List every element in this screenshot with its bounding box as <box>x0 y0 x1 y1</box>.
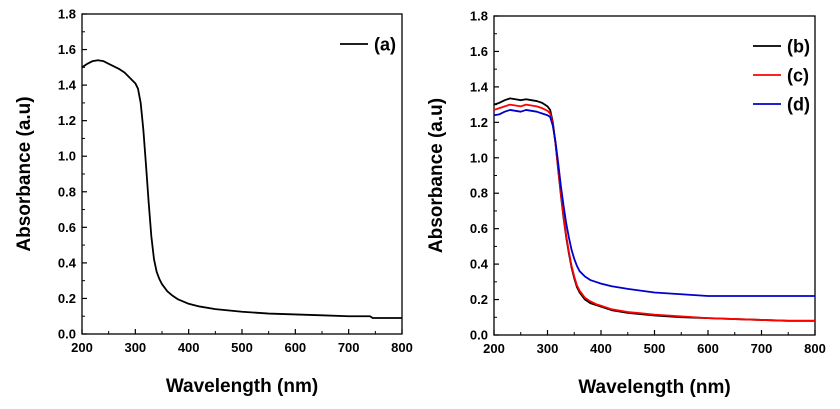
x-axis-title: Wavelength (nm) <box>166 376 318 397</box>
y-tick-label: 1.0 <box>58 149 76 164</box>
x-tick-label: 600 <box>697 341 719 356</box>
y-tick-label: 0.2 <box>58 291 76 306</box>
x-tick-label: 500 <box>231 340 253 355</box>
y-tick-label: 1.6 <box>470 44 488 59</box>
y-tick-label: 1.8 <box>58 7 76 22</box>
x-tick-label: 800 <box>804 341 826 356</box>
x-tick-label: 400 <box>178 340 200 355</box>
y-tick-label: 0.8 <box>58 184 76 199</box>
y-tick-label: 1.6 <box>58 42 76 57</box>
series-line-a <box>81 59 402 319</box>
x-tick-label: 200 <box>71 340 93 355</box>
x-axis: 200 300 400 500 600 700 800 <box>71 329 413 355</box>
y-tick-label: 0.0 <box>58 327 76 342</box>
y-tick-label: 1.0 <box>470 150 488 165</box>
y-tick-label: 0.4 <box>58 255 77 270</box>
plot-frame <box>81 13 403 335</box>
y-tick-label: 0.6 <box>58 220 76 235</box>
y-tick-label: 1.4 <box>58 78 77 93</box>
y-tick-label: 1.8 <box>470 9 488 24</box>
legend-label-c: (c) <box>787 66 809 86</box>
y-tick-label: 1.4 <box>470 79 489 94</box>
y-axis: 0.0 0.2 0.4 0.6 0.8 1.0 1.2 1.4 1.6 1.8 <box>470 9 499 343</box>
x-tick-label: 300 <box>537 341 559 356</box>
chart-panel-1: 200 300 400 500 600 700 800 0.0 0.2 0.4 0.6 0.8 1.0 1… <box>14 7 413 398</box>
x-tick-label: 800 <box>391 340 413 355</box>
y-tick-label: 0.0 <box>470 328 488 343</box>
y-axis-title: Absorbance (a.u) <box>426 98 447 253</box>
x-tick-label: 700 <box>751 341 773 356</box>
y-tick-label: 1.2 <box>470 115 488 130</box>
y-axis: 0.0 0.2 0.4 0.6 0.8 1.0 1.2 1.4 1.6 1.8 <box>58 7 87 342</box>
legend-label-d: (d) <box>787 95 810 115</box>
y-tick-label: 0.4 <box>470 257 489 272</box>
x-tick-label: 200 <box>483 341 505 356</box>
series-line-c <box>493 103 815 322</box>
plot-frame <box>493 15 816 336</box>
series-line-b <box>493 97 815 322</box>
x-axis-title: Wavelength (nm) <box>578 377 730 398</box>
y-tick-label: 0.6 <box>470 221 488 236</box>
legend-label-a: (a) <box>374 35 396 55</box>
x-tick-label: 300 <box>124 340 146 355</box>
y-tick-label: 0.8 <box>470 186 488 201</box>
chart-panel-2: 200 300 400 500 600 700 800 0.0 0.2 0.4 0.6 0.8 1.0 1… <box>426 9 826 399</box>
legend-label-b: (b) <box>787 37 810 57</box>
x-tick-label: 700 <box>338 340 360 355</box>
x-axis: 200 300 400 500 600 700 800 <box>483 330 826 356</box>
x-tick-label: 600 <box>284 340 306 355</box>
y-axis-title: Absorbance (a.u) <box>14 96 35 251</box>
y-tick-label: 1.2 <box>58 113 76 128</box>
x-tick-label: 500 <box>644 341 666 356</box>
y-tick-label: 0.2 <box>470 292 488 307</box>
series-line-d <box>493 109 815 297</box>
x-tick-label: 400 <box>590 341 612 356</box>
